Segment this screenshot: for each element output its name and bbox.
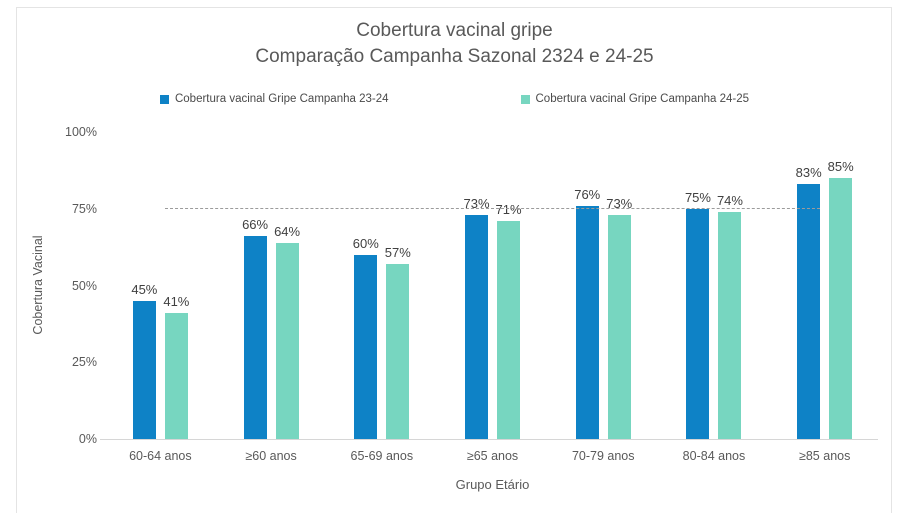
bar-series-1 [132,300,156,439]
bar-wrapper: 41% [163,294,189,439]
legend-item: Cobertura vacinal Gripe Campanha 24-25 [520,93,750,105]
bar-group: 73% 71% [437,132,548,439]
bar-wrapper: 76% [574,187,600,439]
x-axis-category-label: 65-69 anos [350,449,414,463]
bar-wrapper: 75% [685,190,711,439]
value-label: 74% [716,192,743,208]
value-label: 85% [827,159,854,175]
bar-wrapper: 45% [131,282,157,439]
y-axis-tick-label: 50% [71,278,97,293]
x-axis-category-label: 60-64 anos [129,449,192,463]
value-label: 64% [274,223,301,239]
value-label: 57% [384,245,411,261]
value-label: 41% [163,294,190,310]
bar-series-1 [465,214,489,439]
bar-series-2 [497,221,521,439]
x-axis-category-label: 70-79 anos [571,449,635,463]
bar-wrapper: 64% [274,224,300,439]
bar-series-1 [686,208,710,439]
chart-title: Cobertura vacinal gripe [356,20,553,41]
x-axis-category-label: 80-84 anos [682,449,746,463]
legend-swatch-icon [159,94,169,104]
legend-label: Cobertura vacinal Gripe Campanha 23-24 [174,93,389,105]
bar-wrapper: 60% [353,236,379,439]
bar-wrapper: 73% [606,196,632,439]
x-axis-line [100,439,878,440]
legend-swatch-icon [520,94,530,104]
value-label: 73% [463,195,490,211]
y-axis-title: Cobertura Vacinal [31,235,45,335]
bar-wrapper: 85% [828,159,854,439]
bar-group: 66% 64% [216,132,327,439]
bar-series-2 [386,264,410,439]
bar-wrapper: 74% [717,193,743,439]
x-axis-category-label: ≥85 anos [799,449,851,463]
bar-wrapper: 57% [385,245,411,439]
bar-series-2 [607,214,631,439]
bar-series-2 [718,211,742,439]
chart-title-block: Cobertura vacinal gripe Comparação Campa… [0,18,909,69]
bar-group: 83% 85% [769,132,880,439]
value-label: 75% [684,189,711,205]
chart-frame [16,7,892,513]
plot-area: 45% 41% 66% 64% 60% 57% 73% 71% 76% 73% 75% 74% 83% 8… [105,132,880,439]
x-axis-category-label: ≥60 anos [245,449,297,463]
bar-group: 76% 73% [548,132,659,439]
bar-wrapper: 71% [496,202,522,439]
value-label: 66% [242,217,269,233]
y-axis-tick-label: 75% [71,201,97,216]
legend: Cobertura vacinal Gripe Campanha 23-24 Co… [0,93,909,105]
bar-group: 60% 57% [326,132,437,439]
bar-wrapper: 73% [464,196,490,439]
legend-item: Cobertura vacinal Gripe Campanha 23-24 [159,93,389,105]
chart-subtitle: Comparação Campanha Sazonal 2324 e 24-25 [255,45,654,67]
bar-series-2 [829,178,853,439]
bar-wrapper: 83% [796,165,822,439]
y-axis-tick-label: 0% [78,432,97,446]
x-axis-category-labels: 60-64 anos ≥60 anos 65-69 anos ≥65 anos 70-7… [105,449,880,463]
y-axis-tick-label: 25% [71,355,97,370]
value-label: 73% [606,195,633,211]
value-label: 71% [495,202,522,218]
value-label: 60% [352,235,379,251]
bar-group: 75% 74% [659,132,770,439]
x-axis-category-label: ≥65 anos [466,449,519,463]
y-axis: 0% 25% 50% 75% 100% [40,125,97,446]
reference-line-75 [165,207,820,209]
y-axis-tick-label: 100% [65,125,97,139]
value-label: 45% [131,281,158,297]
legend-label: Cobertura vacinal Gripe Campanha 24-25 [535,93,750,105]
bar-wrapper: 66% [242,217,268,439]
bar-series-2 [164,313,188,439]
bar-series-1 [243,236,267,439]
bar-series-2 [275,242,299,439]
bar-group: 45% 41% [105,132,216,439]
bar-series-1 [797,184,821,439]
x-axis-title: Grupo Etário [455,477,530,492]
plot-groups: 45% 41% 66% 64% 60% 57% 73% 71% 76% 73% 75% 74% 83% 8… [105,132,880,439]
value-label: 83% [795,165,822,181]
value-label: 76% [574,186,601,202]
bar-series-1 [575,205,599,439]
bar-series-1 [354,254,378,439]
